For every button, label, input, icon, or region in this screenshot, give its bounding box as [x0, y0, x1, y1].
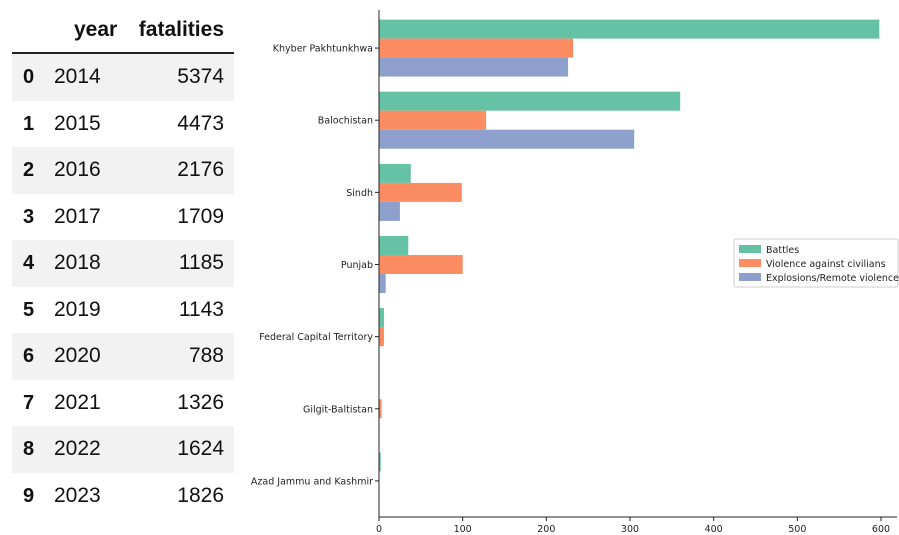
fatalities-cell: 4473: [177, 111, 224, 135]
bar-explosions: [379, 129, 635, 149]
y-tick-label: Azad Jammu and Kashmir: [251, 476, 373, 487]
y-tick-label: Balochistan: [318, 116, 373, 127]
fatalities-cell: 1326: [177, 390, 224, 414]
y-tick-label: Federal Capital Territory: [259, 332, 373, 343]
table-row: 2 2016 2176: [12, 147, 234, 194]
year-cell: 2022: [54, 437, 101, 460]
fatalities-cell: 1709: [177, 204, 224, 228]
chart-legend: Battles Violence against civilians Explosi…: [733, 238, 899, 288]
x-tick-label: 400: [705, 524, 723, 535]
legend-label: Explosions/Remote violence: [766, 273, 899, 284]
row-index: 4: [23, 252, 35, 274]
year-cell: 2016: [54, 158, 101, 181]
table-row: 5 2019 1143: [12, 287, 234, 334]
row-index: 1: [23, 112, 35, 135]
legend-frame: [733, 238, 899, 288]
bar-violence-against-civilians: [379, 399, 382, 419]
legend-swatch: [739, 273, 761, 281]
row-index: 6: [23, 345, 35, 367]
row-index: 2: [23, 159, 35, 181]
table-row: 8 2022 1624: [12, 426, 234, 473]
x-tick-label: 500: [788, 524, 806, 535]
y-tick-label: Punjab: [341, 260, 373, 271]
row-index: 3: [23, 205, 35, 228]
year-cell: 2017: [54, 204, 101, 228]
table-row: 0 2014 5374: [12, 54, 234, 101]
column-header-year: year: [74, 18, 118, 41]
legend-swatch: [739, 245, 761, 253]
year-cell: 2015: [54, 111, 101, 135]
year-cell: 2014: [54, 65, 101, 88]
table-row: 9 2023 1826: [12, 473, 234, 520]
fatalities-cell: 1143: [178, 297, 224, 321]
bar-explosions: [379, 201, 400, 221]
bar-explosions: [379, 57, 569, 77]
bar-battles: [379, 91, 681, 111]
table-row: 1 2015 4473: [12, 101, 234, 148]
table-body: 0 2014 5374 1 2015 4473 2 2016 2176 3 2017 1709 4 201…: [12, 54, 234, 519]
y-tick-label: Gilgit-Baltistan: [303, 404, 373, 415]
legend-label: Violence against civilians: [766, 259, 886, 270]
bar-explosions: [379, 274, 386, 293]
bar-battles: [379, 19, 880, 39]
bar-battles: [379, 308, 384, 328]
bar-violence-against-civilians: [379, 255, 463, 274]
row-index: 0: [23, 66, 35, 88]
y-tick-label: Sindh: [346, 188, 373, 199]
year-cell: 2018: [54, 251, 101, 274]
y-tick-label: Khyber Pakhtunkhwa: [273, 44, 373, 55]
legend-swatch: [739, 259, 761, 267]
bar-battles: [379, 452, 381, 472]
row-index: 8: [23, 438, 35, 460]
row-index: 9: [23, 484, 35, 507]
fatalities-cell: 788: [188, 344, 224, 367]
bar-battles: [379, 163, 411, 183]
bar-violence-against-civilians: [379, 38, 574, 58]
table-row: 6 2020 788: [12, 333, 234, 380]
bar-violence-against-civilians: [379, 327, 384, 347]
year-cell: 2021: [54, 390, 101, 414]
fatalities-cell: 5374: [177, 65, 224, 88]
bar-group: [379, 19, 880, 472]
fatalities-table: year fatalities 0 2014 5374 1 2015 4473 2 2016 2…: [12, 8, 234, 519]
year-cell: 2023: [54, 483, 101, 507]
x-tick-label: 200: [537, 524, 555, 535]
x-tick-label: 300: [621, 524, 639, 535]
fatalities-cell: 1624: [177, 437, 224, 460]
table-row: 4 2018 1185: [12, 240, 234, 287]
bar-battles: [379, 236, 409, 255]
year-cell: 2020: [54, 344, 101, 367]
chart-axes: Khyber Pakhtunkhwa Balochistan Sindh Punjab…: [251, 10, 897, 535]
row-index: 5: [23, 298, 35, 321]
table-row: 3 2017 1709: [12, 194, 234, 241]
legend-label: Battles: [766, 245, 799, 256]
bar-violence-against-civilians: [379, 182, 462, 202]
fatalities-cell: 1826: [177, 483, 224, 507]
row-index: 7: [23, 391, 35, 414]
column-header-fatalities: fatalities: [138, 18, 224, 41]
bar-violence-against-civilians: [379, 110, 487, 130]
fatalities-cell: 1185: [178, 251, 224, 274]
table-header: year fatalities: [12, 8, 234, 54]
x-tick-label: 600: [872, 524, 890, 535]
x-tick-label: 0: [376, 524, 382, 535]
x-tick-label: 100: [454, 524, 472, 535]
fatalities-cell: 2176: [177, 158, 224, 181]
year-cell: 2019: [54, 297, 101, 321]
table-row: 7 2021 1326: [12, 380, 234, 427]
